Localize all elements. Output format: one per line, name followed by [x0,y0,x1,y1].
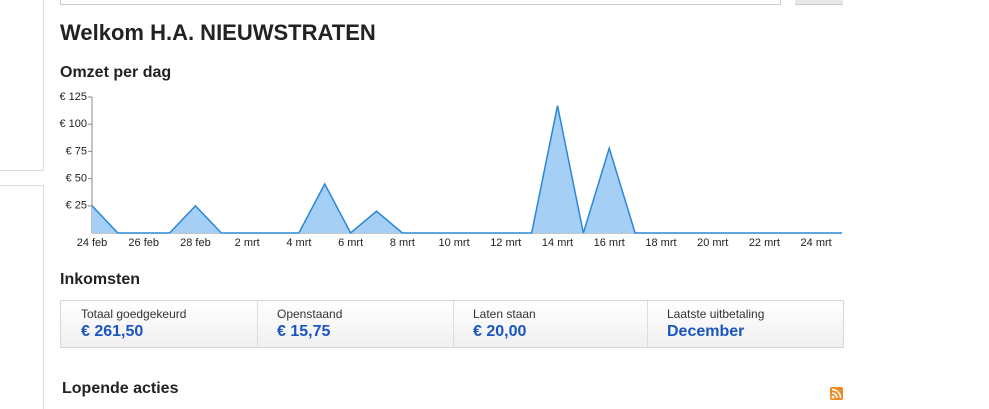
income-label: Totaal goedgekeurd [81,307,187,321]
x-tick-label: 22 mrt [749,237,780,249]
income-value: € 261,50 [81,323,144,340]
chart: € 25 € 50 € 75 € 100 € 125 24 feb 26 feb 28 feb… [59,91,842,249]
search-button[interactable] [795,0,843,5]
area-line [91,105,842,235]
area [92,105,842,233]
rss-icon[interactable] [830,387,843,400]
page-title: Welkom H.A. NIEUWSTRATEN [60,20,376,45]
x-tick-label: 28 feb [180,237,211,249]
sidebar-top [0,0,44,171]
income-value: € 20,00 [473,323,527,340]
x-tick-label: 8 mrt [390,237,415,249]
income-label: Laatste uitbetaling [667,307,765,321]
income-box: Totaal goedgekeurd € 261,50 Openstaand € 15… [60,300,844,348]
income-cell: Laten staan € 20,00 [453,301,644,347]
income-title: Inkomsten [60,271,141,288]
sidebar-bottom [0,185,44,409]
x-tick-label: 2 mrt [235,237,260,249]
income-cell: Laatste uitbetaling December [647,301,838,347]
x-tick-label: 24 feb [77,237,108,249]
income-cell: Openstaand € 15,75 [257,301,448,347]
x-tick-label: 18 mrt [645,237,676,249]
x-tick-label: 10 mrt [438,237,469,249]
x-tick-label: 16 mrt [594,237,625,249]
income-value: December [667,323,745,340]
y-tick-label: € 125 [59,91,87,103]
x-tick-label: 24 mrt [801,237,832,249]
y-tick-label: € 75 [66,145,87,157]
chart-title: Omzet per dag [60,64,172,81]
income-value: € 15,75 [277,323,331,340]
x-tick-label: 6 mrt [338,237,363,249]
y-tick-label: € 25 [66,200,87,212]
income-cell: Totaal goedgekeurd € 261,50 [81,301,271,347]
search-input[interactable] [60,0,781,5]
x-tick-label: 4 mrt [286,237,311,249]
x-tick-label: 12 mrt [490,237,521,249]
y-tick-label: € 100 [59,118,87,130]
x-tick-label: 20 mrt [697,237,728,249]
x-tick-label: 14 mrt [542,237,573,249]
income-label: Openstaand [277,307,343,321]
actions-title: Lopende acties [62,380,179,397]
x-tick-label: 26 feb [128,237,159,249]
income-label: Laten staan [473,307,536,321]
y-tick-label: € 50 [66,173,87,185]
